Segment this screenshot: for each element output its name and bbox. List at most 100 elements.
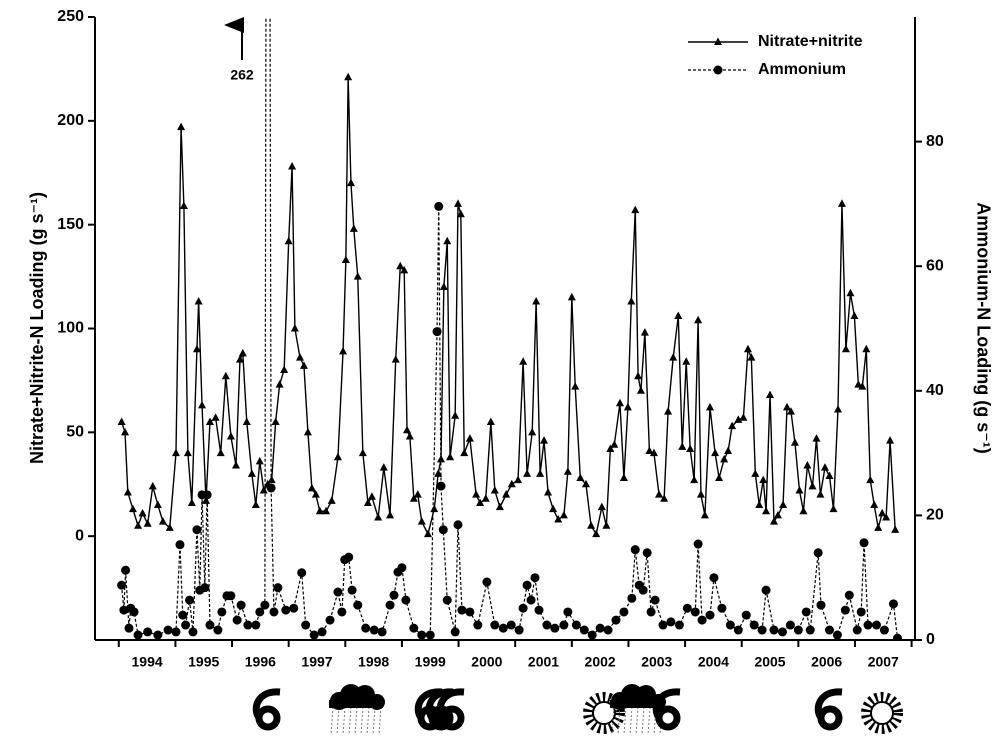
point: [720, 454, 729, 463]
point: [611, 615, 621, 625]
point: [777, 627, 787, 637]
point: [128, 504, 137, 513]
legend-label: Ammonium: [758, 61, 846, 78]
point: [290, 324, 299, 332]
point: [747, 353, 756, 361]
point: [179, 201, 188, 209]
point: [158, 517, 167, 525]
point: [457, 605, 467, 615]
point: [674, 620, 684, 630]
point: [117, 417, 126, 425]
point: [808, 481, 817, 490]
point: [773, 510, 782, 519]
point: [171, 448, 180, 457]
point: [211, 413, 220, 421]
point: [786, 407, 795, 415]
point: [117, 580, 127, 590]
point: [587, 521, 596, 529]
point: [430, 504, 439, 513]
point: [550, 623, 560, 633]
point: [451, 411, 460, 419]
point: [171, 627, 181, 637]
point: [337, 607, 347, 617]
point: [417, 630, 427, 640]
point: [296, 353, 304, 361]
point: [650, 595, 660, 605]
y-axis-title: Nitrate+Nitrite-N Loading (g s⁻¹): [27, 192, 47, 464]
point: [863, 620, 873, 630]
point: [571, 382, 580, 390]
point: [506, 620, 516, 630]
point: [610, 440, 619, 448]
point: [358, 448, 367, 457]
point: [645, 446, 654, 455]
y-tick-label: 100: [57, 320, 84, 337]
point: [739, 413, 748, 421]
point: [275, 380, 284, 388]
point: [175, 540, 185, 550]
point: [728, 421, 737, 430]
point: [473, 620, 483, 630]
point: [832, 630, 842, 640]
point: [194, 297, 203, 305]
point: [255, 607, 265, 617]
point: [243, 620, 253, 630]
point: [733, 625, 743, 635]
point: [434, 469, 443, 477]
point: [284, 236, 293, 245]
point: [187, 498, 196, 506]
point: [783, 402, 792, 411]
point: [715, 473, 724, 482]
point: [619, 607, 629, 617]
x-tick-label: 2007: [868, 654, 899, 670]
x-tick-label: 1999: [415, 654, 446, 670]
point: [443, 236, 452, 245]
point: [232, 461, 241, 469]
point: [325, 615, 335, 625]
point: [192, 525, 202, 535]
point: [841, 344, 850, 353]
point: [490, 485, 499, 494]
point: [134, 521, 143, 529]
point: [846, 288, 855, 297]
point: [734, 415, 743, 423]
point: [759, 475, 768, 484]
point: [549, 504, 558, 513]
point: [119, 605, 129, 615]
point: [344, 552, 354, 562]
hurricane-icon: [656, 692, 680, 727]
point: [603, 625, 613, 635]
point: [456, 209, 465, 218]
point: [389, 590, 399, 600]
point: [693, 539, 703, 549]
point: [281, 605, 291, 615]
point: [886, 436, 895, 444]
point: [536, 469, 545, 477]
point: [824, 625, 834, 635]
point: [482, 577, 492, 587]
point: [251, 620, 261, 630]
point: [595, 623, 605, 633]
point: [409, 623, 419, 633]
point: [367, 492, 376, 500]
point: [856, 607, 866, 617]
point: [495, 502, 504, 511]
point: [216, 448, 225, 457]
point: [686, 444, 695, 452]
point: [879, 625, 889, 635]
point: [148, 481, 157, 490]
point: [725, 620, 735, 630]
point: [514, 475, 523, 484]
point: [288, 162, 297, 170]
point: [649, 448, 658, 457]
point: [450, 627, 460, 637]
point: [576, 473, 585, 482]
point: [805, 625, 815, 635]
point: [852, 625, 862, 635]
point: [465, 607, 475, 617]
y2-tick-label: 60: [926, 257, 944, 274]
point: [201, 496, 210, 504]
point: [396, 261, 405, 270]
point: [344, 72, 353, 81]
point: [559, 620, 569, 630]
